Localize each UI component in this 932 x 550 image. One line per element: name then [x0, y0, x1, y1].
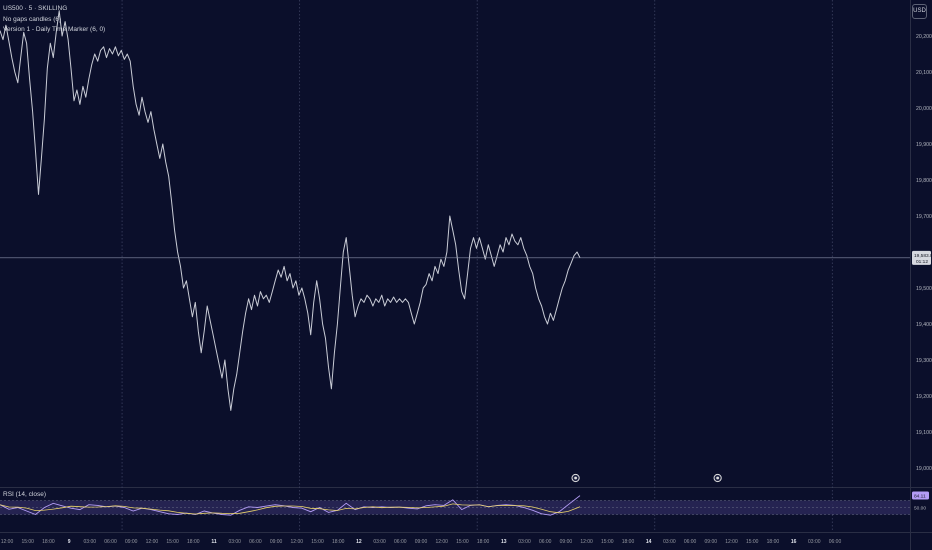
- time-tick-label: 09:00: [270, 539, 283, 545]
- time-tick-label: 15:00: [311, 539, 324, 545]
- time-tick-label: 12:00: [435, 539, 448, 545]
- price-tick-label: 19,400.0: [916, 322, 932, 328]
- time-tick-label: 12: [356, 539, 362, 545]
- time-tick-label: 06:00: [394, 539, 407, 545]
- time-tick-label: 18:00: [187, 539, 200, 545]
- currency-button[interactable]: USD: [912, 4, 927, 19]
- price-tick-label: 20,000.0: [916, 106, 932, 112]
- time-tick-label: 06:00: [249, 539, 262, 545]
- time-tick-label: 06:00: [684, 539, 697, 545]
- time-tick-label: 09:00: [415, 539, 428, 545]
- price-series-line: [0, 10, 581, 411]
- time-tick-label: 18:00: [767, 539, 780, 545]
- legend-symbol[interactable]: US500 · 5 · SKILLING: [3, 5, 68, 12]
- time-tick-label: 03:00: [373, 539, 386, 545]
- rsi-last-value: 84.11: [914, 494, 926, 500]
- time-tick-label: 06:00: [104, 539, 117, 545]
- time-tick-label: 12:00: [146, 539, 159, 545]
- time-tick-label: 06:00: [829, 539, 842, 545]
- price-tick-label: 19,300.0: [916, 358, 932, 364]
- time-tick-label: 18:00: [622, 539, 635, 545]
- time-tick-label: 12:00: [580, 539, 593, 545]
- price-tick-label: 20,100.0: [916, 70, 932, 76]
- time-tick-label: 15:00: [746, 539, 759, 545]
- rsi-band: [0, 500, 910, 515]
- time-tick-label: 09:00: [125, 539, 138, 545]
- rsi-mid-label: 50.00: [914, 506, 926, 512]
- last-price-label: 19,583.8: [914, 253, 932, 259]
- time-tick-label: 03:00: [518, 539, 531, 545]
- event-marker-dot-0: [574, 476, 577, 480]
- price-tick-label: 19,900.0: [916, 142, 932, 148]
- time-tick-label: 16: [791, 539, 797, 545]
- rsi-legend[interactable]: RSI (14, close): [3, 491, 46, 498]
- time-tick-label: 03:00: [228, 539, 241, 545]
- time-tick-label: 15:00: [166, 539, 179, 545]
- price-tick-label: 19,700.0: [916, 214, 932, 220]
- time-tick-label: 12:00: [291, 539, 304, 545]
- legend-indicator-gaps[interactable]: No gaps candles (6): [3, 15, 62, 23]
- time-tick-label: 15:00: [21, 539, 34, 545]
- time-tick-label: 18:00: [332, 539, 345, 545]
- time-tick-label: 13: [501, 539, 507, 545]
- time-tick-label: 12:00: [725, 539, 738, 545]
- price-tick-label: 19,800.0: [916, 178, 932, 184]
- time-tick-label: 15:00: [456, 539, 469, 545]
- time-tick-label: 18:00: [477, 539, 490, 545]
- price-tick-label: 19,500.0: [916, 286, 932, 292]
- rsi-ma-line: [0, 503, 581, 515]
- time-tick-label: 15:00: [601, 539, 614, 545]
- event-marker-dot-1: [716, 476, 720, 480]
- time-tick-label: 03:00: [84, 539, 97, 545]
- time-tick-label: 11: [211, 539, 217, 545]
- chart-legend: US500 · 5 · SKILLING No gaps candles (6)…: [3, 4, 105, 36]
- time-tick-label: 18:00: [42, 539, 55, 545]
- time-tick-label: 09:00: [560, 539, 573, 545]
- price-tick-label: 20,200.0: [916, 34, 932, 40]
- time-tick-label: 03:00: [663, 539, 676, 545]
- price-tick-label: 19,000.0: [916, 466, 932, 472]
- time-tick-label: 03:00: [808, 539, 821, 545]
- last-price-countdown: 01:12: [916, 259, 928, 265]
- legend-indicator-time-marker[interactable]: Version 1 - Daily Time Marker (6, 0): [3, 26, 106, 33]
- time-tick-label: 12:00: [1, 539, 14, 545]
- time-tick-label: 9: [68, 539, 71, 545]
- time-tick-label: 06:00: [539, 539, 552, 545]
- price-tick-label: 19,200.0: [916, 394, 932, 400]
- rsi-value-tag: [912, 491, 929, 500]
- time-tick-label: 14: [646, 539, 652, 545]
- time-tick-label: 09:00: [705, 539, 718, 545]
- price-tick-label: 19,100.0: [916, 430, 932, 436]
- last-price-tag: [912, 250, 931, 265]
